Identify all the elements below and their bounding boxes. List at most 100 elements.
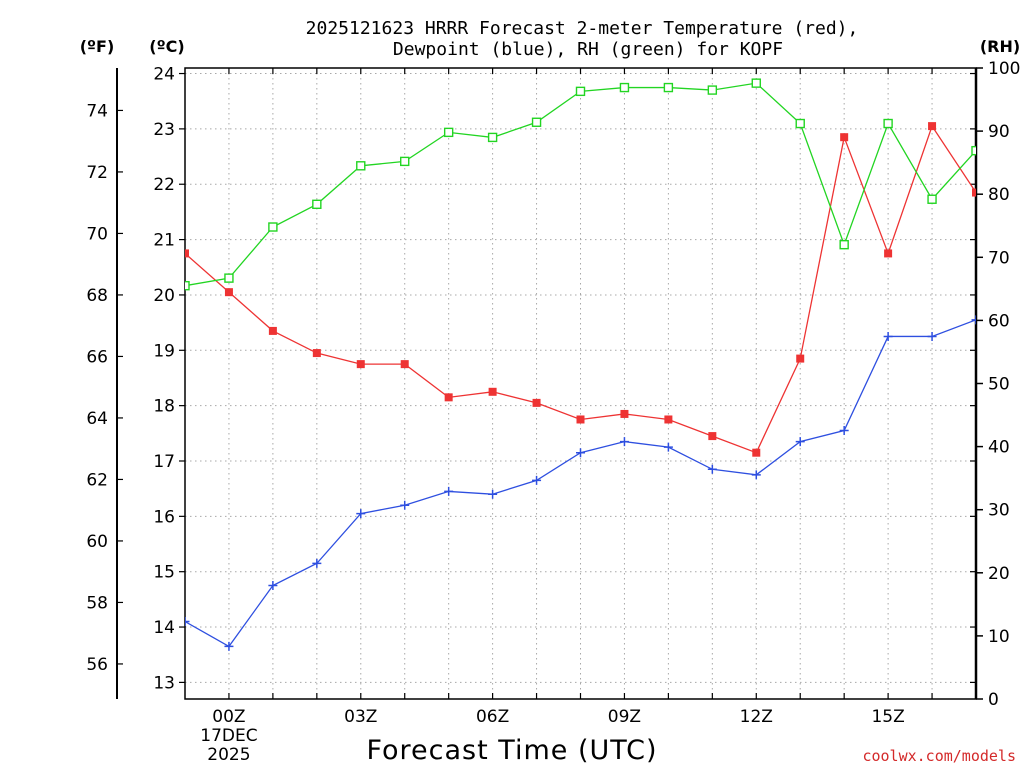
temperature-point: [884, 249, 893, 258]
celsius-tick-label: 16: [153, 507, 175, 527]
rh-tick-label: 100: [988, 59, 1020, 79]
rh-point: [839, 239, 849, 250]
x-tick-label: 00Z: [212, 707, 245, 727]
rh-tick-label: 10: [988, 627, 1010, 647]
series-temperature: [185, 122, 976, 457]
x-tick-label: 15Z: [871, 707, 904, 727]
fahrenheit-tick-label: 68: [86, 286, 108, 306]
x-tick-label: 12Z: [740, 707, 773, 727]
celsius-tick-label: 24: [153, 65, 175, 85]
celsius-tick-label: 13: [153, 673, 175, 693]
dewpoint-point: [444, 486, 454, 496]
dewpoint-point: [532, 475, 542, 485]
series-rh: [185, 78, 976, 291]
fahrenheit-axis-label: (ºF): [80, 37, 115, 56]
fahrenheit-tick-label: 62: [86, 470, 108, 490]
celsius-tick-label: 20: [153, 286, 175, 306]
rh-point: [400, 156, 410, 167]
rh-axis-label: (RH): [980, 37, 1020, 56]
temperature-point: [708, 432, 717, 441]
x-tick-label: 03Z: [344, 707, 377, 727]
credit-text: coolwx.com/models: [862, 747, 1016, 765]
temperature-point: [488, 387, 497, 396]
dewpoint-point: [312, 558, 322, 568]
dewpoint-point: [795, 437, 805, 447]
rh-point: [575, 86, 586, 97]
temperature-point: [576, 415, 585, 424]
fahrenheit-tick-label: 72: [86, 163, 108, 183]
grid-lines: [185, 68, 976, 699]
temperature-point: [532, 398, 541, 407]
temperature-point: [752, 448, 761, 457]
rh-point: [707, 85, 718, 95]
celsius-tick-label: 23: [153, 120, 175, 140]
rh-point: [619, 82, 630, 93]
celsius-tick-label: 21: [153, 231, 175, 251]
temperature-point: [840, 133, 849, 142]
temperature-point: [796, 354, 805, 363]
rh-tick-label: 50: [988, 375, 1010, 395]
celsius-tick-label: 22: [153, 175, 175, 195]
axes: 13 14 15 16 17 18 19 20 21 22 23 24 56 58 60 62 64 66 68 70…: [86, 59, 1020, 765]
dewpoint-point: [576, 448, 585, 458]
rh-point: [443, 127, 454, 138]
temperature-point: [224, 288, 233, 297]
dewpoint-point: [400, 500, 410, 510]
rh-tick-label: 30: [988, 501, 1010, 521]
rh-tick-label: 0: [988, 690, 999, 710]
chart-title-line1: 2025121623 HRRR Forecast 2-meter Tempera…: [306, 18, 859, 39]
temperature-point: [185, 249, 189, 258]
dewpoint-point: [619, 437, 629, 447]
dewpoint-point: [185, 617, 190, 627]
rh-tick-label: 40: [988, 438, 1010, 458]
rh-tick-label: 20: [988, 564, 1010, 584]
x-tick-label: 09Z: [608, 707, 641, 727]
x-tick-label: 06Z: [476, 707, 509, 727]
temperature-point: [620, 409, 629, 418]
fahrenheit-tick-label: 60: [86, 532, 108, 552]
rh-tick-label: 80: [988, 185, 1010, 205]
fahrenheit-tick-label: 66: [86, 347, 108, 367]
celsius-tick-label: 15: [153, 563, 175, 583]
x-axis-title: Forecast Time (UTC): [366, 735, 657, 766]
celsius-tick-label: 14: [153, 618, 175, 638]
fahrenheit-tick-label: 74: [86, 101, 108, 121]
dewpoint-point: [356, 509, 366, 519]
temperature-point: [312, 349, 321, 358]
rh-point: [224, 273, 234, 283]
dewpoint-point: [268, 581, 278, 591]
celsius-axis-label: (ºC): [149, 37, 184, 56]
rh-point: [312, 199, 322, 209]
celsius-tick-label: 18: [153, 397, 175, 417]
dewpoint-point: [224, 641, 234, 651]
x-date-label: 17DEC: [200, 726, 257, 746]
dewpoint-point: [971, 315, 976, 325]
rh-point: [751, 78, 761, 88]
rh-point: [883, 118, 893, 129]
fahrenheit-tick-label: 64: [86, 409, 108, 429]
rh-point: [185, 280, 190, 291]
rh-point: [268, 222, 278, 232]
rh-point: [971, 145, 976, 156]
rh-point: [927, 194, 937, 204]
rh-tick-label: 70: [988, 248, 1010, 268]
temperature-point: [268, 326, 277, 335]
data-series: [185, 78, 976, 651]
temperature-point: [972, 188, 976, 197]
series-dewpoint: [185, 315, 976, 651]
rh-point: [531, 117, 542, 127]
dewpoint-point: [707, 464, 717, 474]
temperature-point: [928, 122, 937, 131]
temperature-point: [664, 415, 673, 424]
rh-point: [663, 82, 674, 93]
rh-tick-label: 90: [988, 122, 1010, 142]
rh-point: [795, 118, 805, 129]
celsius-tick-label: 19: [153, 341, 175, 361]
dewpoint-point: [488, 489, 498, 499]
rh-tick-label: 60: [988, 311, 1010, 331]
temperature-point: [356, 360, 365, 369]
fahrenheit-tick-label: 56: [86, 655, 108, 675]
fahrenheit-tick-label: 70: [86, 224, 108, 244]
x-year-label: 2025: [207, 745, 250, 765]
